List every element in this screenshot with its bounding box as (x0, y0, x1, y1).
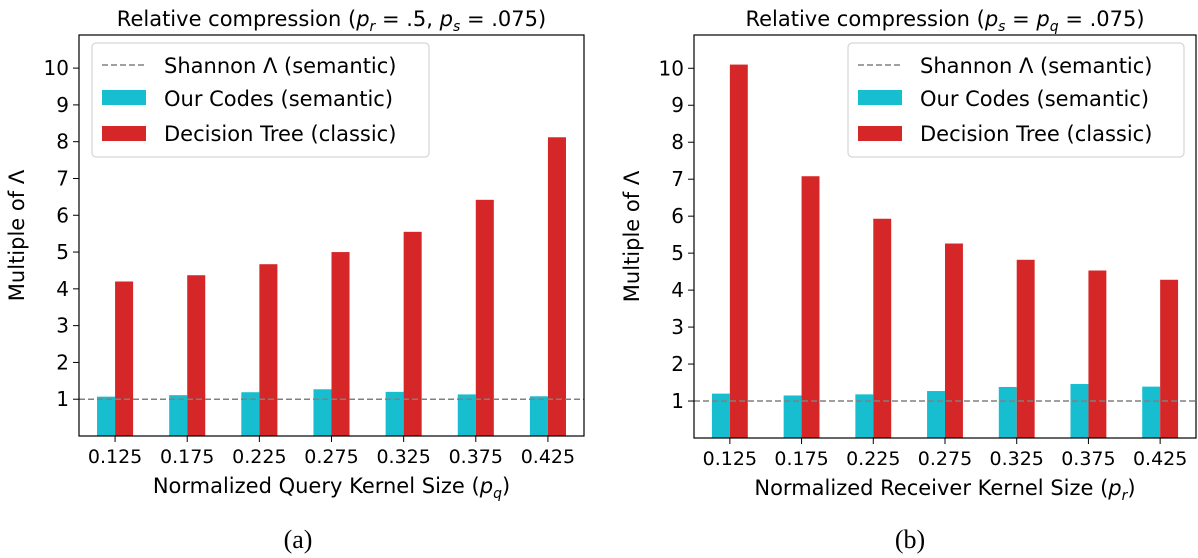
semantic-bar-4 (998, 386, 1017, 438)
y-tick-label-8: 9 (671, 93, 684, 117)
semantic-bar-3 (927, 391, 945, 438)
legend: Shannon Λ (semantic) Our Codes (semantic)… (91, 42, 430, 158)
y-tick-label-0: 1 (671, 389, 684, 413)
legend-semantic-label: Our Codes (semantic) (164, 87, 393, 111)
semantic-bar-2 (855, 394, 874, 438)
y-tick-label-2: 3 (56, 314, 69, 338)
legend-semantic-label: Our Codes (semantic) (920, 87, 1149, 111)
classic-bar-6 (547, 137, 566, 436)
y-tick-label-3: 4 (56, 277, 69, 301)
semantic-bar-1 (169, 395, 188, 436)
legend-classic-swatch (102, 126, 146, 141)
x-tick-label-4: 0.325 (376, 446, 430, 468)
classic-bar-5 (1088, 270, 1107, 438)
x-tick-label-0: 0.125 (88, 446, 142, 468)
classic-bar-1 (801, 176, 820, 439)
legend-box (847, 42, 1185, 158)
x-tick-label-1: 0.175 (774, 448, 828, 470)
panel-caption: (a) (284, 525, 313, 554)
y-tick-label-7: 8 (56, 130, 69, 154)
y-tick-label-7: 8 (671, 130, 684, 154)
classic-bar-3 (945, 243, 963, 438)
semantic-bar-0 (97, 396, 116, 436)
classic-bar-2 (873, 218, 892, 438)
semantic-bar-3 (313, 389, 332, 436)
semantic-bar-6 (1142, 386, 1161, 438)
legend-classic-swatch (858, 126, 902, 141)
y-axis-label: Multiple of Λ (620, 170, 644, 302)
semantic-bar-4 (385, 391, 404, 436)
legend-semantic-swatch (858, 90, 902, 105)
legend-classic-label: Decision Tree (classic) (920, 122, 1152, 146)
y-tick-label-8: 9 (56, 93, 69, 117)
legend-shannon-label: Shannon Λ (semantic) (920, 54, 1153, 78)
x-tick-label-4: 0.325 (990, 448, 1044, 470)
x-tick-label-1: 0.175 (160, 446, 214, 468)
classic-bar-1 (187, 275, 206, 436)
semantic-bar-5 (1070, 384, 1089, 438)
y-tick-label-6: 7 (56, 166, 69, 190)
x-axis-label: Normalized Receiver Kernel Size (pr) (754, 476, 1135, 504)
classic-bar-2 (259, 264, 278, 436)
panel-a: 1 2 3 4 5 6 7 8 9 10 0.125 0.175 0.225 0.275 0.325 0.37… (5, 7, 585, 554)
y-tick-label-5: 6 (56, 203, 69, 227)
y-tick-label-9: 10 (44, 56, 69, 80)
legend: Shannon Λ (semantic) Our Codes (semantic)… (847, 42, 1185, 158)
classic-bar-0 (729, 64, 748, 438)
x-tick-label-3: 0.275 (304, 446, 358, 468)
semantic-bar-6 (529, 396, 548, 436)
legend-shannon-label: Shannon Λ (semantic) (164, 54, 397, 78)
classic-bar-0 (115, 281, 134, 436)
x-tick-label-6: 0.425 (1133, 448, 1187, 470)
x-tick-label-6: 0.425 (521, 446, 575, 468)
legend-box (91, 42, 430, 158)
legend-classic-label: Decision Tree (classic) (164, 122, 396, 146)
x-axis-label: Normalized Query Kernel Size (pq) (153, 474, 510, 502)
y-tick-label-4: 5 (56, 240, 69, 264)
classic-bar-4 (403, 231, 422, 436)
y-tick-label-0: 1 (56, 387, 69, 411)
y-tick-label-3: 4 (671, 278, 684, 302)
y-tick-label-4: 5 (671, 241, 684, 265)
classic-bar-6 (1160, 279, 1179, 438)
y-tick-label-2: 3 (671, 315, 684, 339)
y-tick-label-9: 10 (659, 56, 684, 80)
y-tick-label-6: 7 (671, 167, 684, 191)
chart-title: Relative compression (ps = pq = .075) (745, 7, 1144, 35)
panel-caption: (b) (895, 525, 925, 554)
semantic-bar-5 (457, 394, 476, 436)
x-tick-label-3: 0.275 (918, 448, 972, 470)
x-tick-label-0: 0.125 (703, 448, 757, 470)
classic-bar-5 (475, 199, 494, 436)
y-axis-label: Multiple of Λ (5, 169, 29, 301)
semantic-bar-2 (241, 392, 260, 436)
y-tick-label-1: 2 (671, 352, 684, 376)
y-tick-label-5: 6 (671, 204, 684, 228)
x-tick-label-5: 0.375 (449, 446, 503, 468)
classic-bar-4 (1016, 259, 1035, 438)
classic-bar-3 (331, 252, 350, 436)
chart-title: Relative compression (pr = .5, ps = .075… (117, 7, 546, 35)
y-tick-label-1: 2 (56, 350, 69, 374)
x-tick-label-2: 0.225 (846, 448, 900, 470)
semantic-bar-1 (783, 395, 802, 438)
legend-semantic-swatch (102, 90, 146, 105)
x-tick-label-5: 0.375 (1061, 448, 1115, 470)
panel-b: 1 2 3 4 5 6 7 8 9 10 0.125 0.175 0.225 0.275 0.325 0.37… (620, 7, 1197, 554)
x-tick-label-2: 0.225 (232, 446, 286, 468)
semantic-bar-0 (711, 393, 730, 438)
